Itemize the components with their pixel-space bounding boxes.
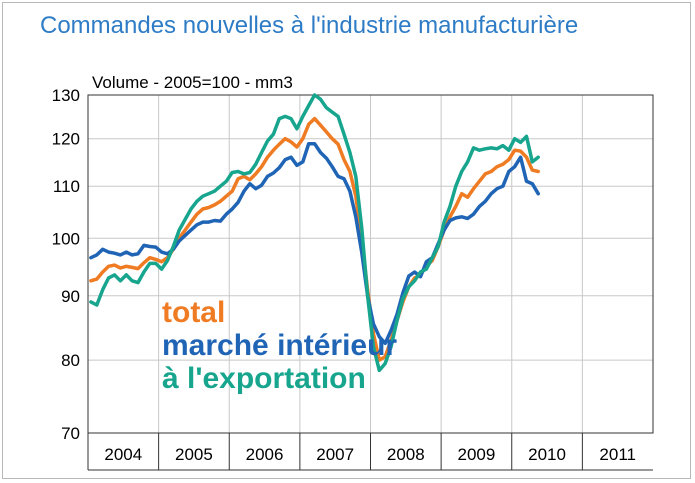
y-tick-label: 70 bbox=[61, 424, 80, 443]
x-tick-label: 2007 bbox=[316, 445, 354, 464]
series-line-2 bbox=[89, 141, 540, 346]
series-lines bbox=[89, 93, 540, 373]
y-tick-label: 120 bbox=[52, 130, 80, 149]
x-tick-labels: 2004 2005 2006 2007 2008 2009 2010 2011 bbox=[104, 445, 636, 464]
legend-exportation: à l'exportation bbox=[162, 362, 366, 395]
year-separators bbox=[158, 433, 583, 470]
y-tick-label: 80 bbox=[61, 351, 80, 370]
y-tick-label: 100 bbox=[52, 229, 80, 248]
x-tick-label: 2006 bbox=[246, 445, 284, 464]
y-tick-label: 110 bbox=[53, 177, 80, 196]
x-tick-label: 2005 bbox=[175, 445, 213, 464]
series-line-1 bbox=[89, 116, 540, 362]
series-line-3 bbox=[89, 93, 540, 373]
x-tick-label: 2009 bbox=[458, 445, 496, 464]
y-tick-labels: 130 120 110 100 90 80 70 bbox=[52, 86, 80, 443]
chart-subtitle: Volume - 2005=100 - mm3 bbox=[92, 73, 293, 92]
x-tick-label: 2008 bbox=[387, 445, 425, 464]
x-tick-label: 2011 bbox=[599, 445, 636, 464]
y-tick-label: 130 bbox=[52, 86, 80, 105]
y-tick-label: 90 bbox=[61, 287, 80, 306]
chart-title: Commandes nouvelles à l'industrie manufa… bbox=[40, 12, 579, 39]
legend-total: total bbox=[162, 296, 225, 329]
legend-marche-interieur: marché intérieur bbox=[162, 329, 397, 362]
x-tick-label: 2004 bbox=[104, 445, 142, 464]
x-tick-label: 2010 bbox=[528, 445, 566, 464]
chart-frame bbox=[2, 2, 691, 479]
